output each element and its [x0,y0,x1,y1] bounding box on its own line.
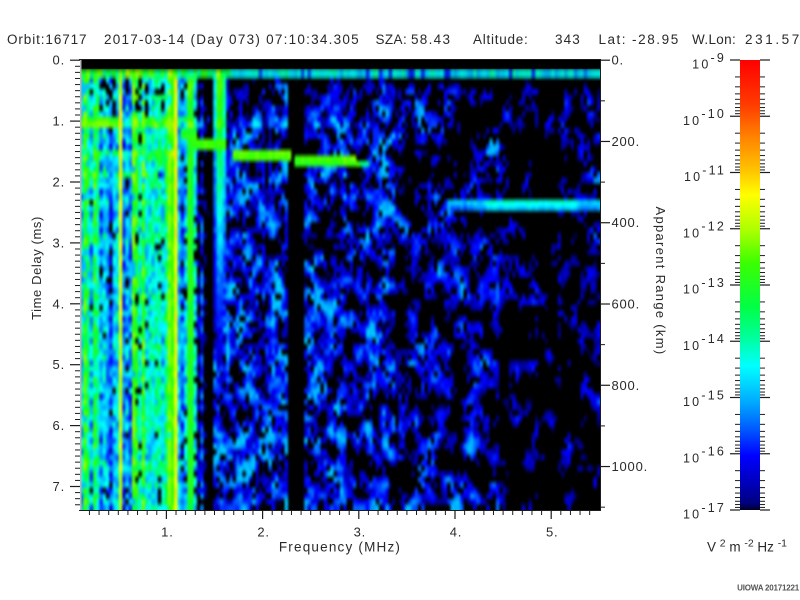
svg-text:5.: 5. [546,525,558,540]
svg-text:1.: 1. [161,525,173,540]
svg-text:2.: 2. [257,525,269,540]
svg-text:6.: 6. [53,418,65,433]
svg-text:Apparent Range (km): Apparent Range (km) [653,207,668,356]
svg-text:V 2 m -2 Hz -1: V 2 m -2 Hz -1 [707,538,787,555]
svg-text:7.: 7. [53,479,65,494]
svg-text:3.: 3. [53,235,65,250]
svg-text:10-9: 10-9 [692,51,726,72]
svg-text:3.: 3. [354,525,366,540]
svg-text:10-14: 10-14 [683,332,726,353]
svg-text:1000.: 1000. [612,459,649,474]
svg-text:600.: 600. [612,297,641,312]
svg-text:1.: 1. [53,114,65,129]
svg-text:10-17: 10-17 [683,501,726,522]
svg-text:800.: 800. [612,378,641,393]
svg-text:0.: 0. [53,53,65,68]
svg-text:10-15: 10-15 [683,388,726,409]
svg-text:Time Delay (ms): Time Delay (ms) [29,216,44,320]
svg-text:10-12: 10-12 [683,220,726,241]
svg-text:4.: 4. [53,296,65,311]
svg-text:10-16: 10-16 [683,445,726,466]
svg-text:10-13: 10-13 [683,276,726,297]
svg-text:5.: 5. [53,357,65,372]
svg-text:10-10: 10-10 [683,107,726,128]
svg-text:400.: 400. [612,215,641,230]
svg-text:UIOWA 20171221: UIOWA 20171221 [737,584,800,593]
svg-text:10-11: 10-11 [684,163,726,184]
svg-text:200.: 200. [612,134,641,149]
svg-text:0.: 0. [612,53,624,68]
svg-text:4.: 4. [450,525,462,540]
svg-text:2.: 2. [53,175,65,190]
svg-text:Frequency (MHz): Frequency (MHz) [279,540,401,555]
